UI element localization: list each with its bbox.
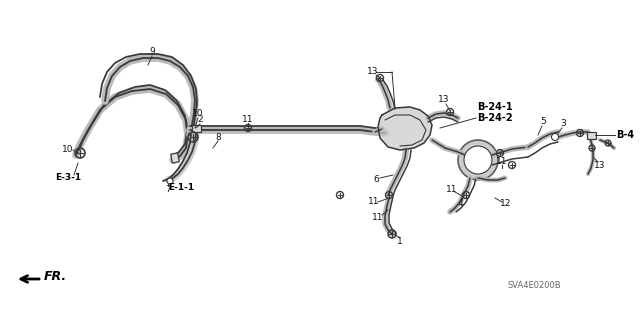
Text: 11: 11 (372, 213, 384, 222)
Circle shape (167, 178, 173, 184)
Text: 12: 12 (500, 199, 512, 209)
Text: SVA4E0200B: SVA4E0200B (508, 280, 562, 290)
Text: 11: 11 (243, 115, 253, 124)
Circle shape (464, 146, 492, 174)
Bar (171, 153, 179, 163)
Text: FR.: FR. (44, 271, 67, 284)
Text: B-24-1: B-24-1 (477, 102, 513, 112)
Text: 10: 10 (62, 145, 74, 154)
Text: 11: 11 (446, 186, 458, 195)
Text: 4: 4 (457, 199, 463, 209)
Bar (191, 124, 200, 131)
Text: E-3-1: E-3-1 (55, 174, 81, 182)
Text: 5: 5 (540, 117, 546, 127)
Text: 10: 10 (192, 109, 204, 118)
Text: 6: 6 (373, 175, 379, 184)
Polygon shape (378, 107, 432, 150)
Text: 3: 3 (560, 120, 566, 129)
Text: 1: 1 (397, 238, 403, 247)
Text: 9: 9 (149, 48, 155, 56)
Text: 7: 7 (165, 186, 171, 195)
Circle shape (458, 140, 498, 180)
Circle shape (552, 133, 559, 140)
Text: 13: 13 (438, 95, 450, 105)
Text: 8: 8 (215, 132, 221, 142)
Text: B-4: B-4 (616, 130, 634, 140)
Bar (586, 131, 595, 138)
Text: 2: 2 (197, 115, 203, 124)
Text: 11: 11 (368, 197, 380, 206)
Text: 13: 13 (595, 160, 605, 169)
Text: 11: 11 (496, 158, 508, 167)
Text: 13: 13 (367, 68, 379, 77)
Text: B-24-2: B-24-2 (477, 113, 513, 123)
Text: E-1-1: E-1-1 (168, 183, 194, 192)
